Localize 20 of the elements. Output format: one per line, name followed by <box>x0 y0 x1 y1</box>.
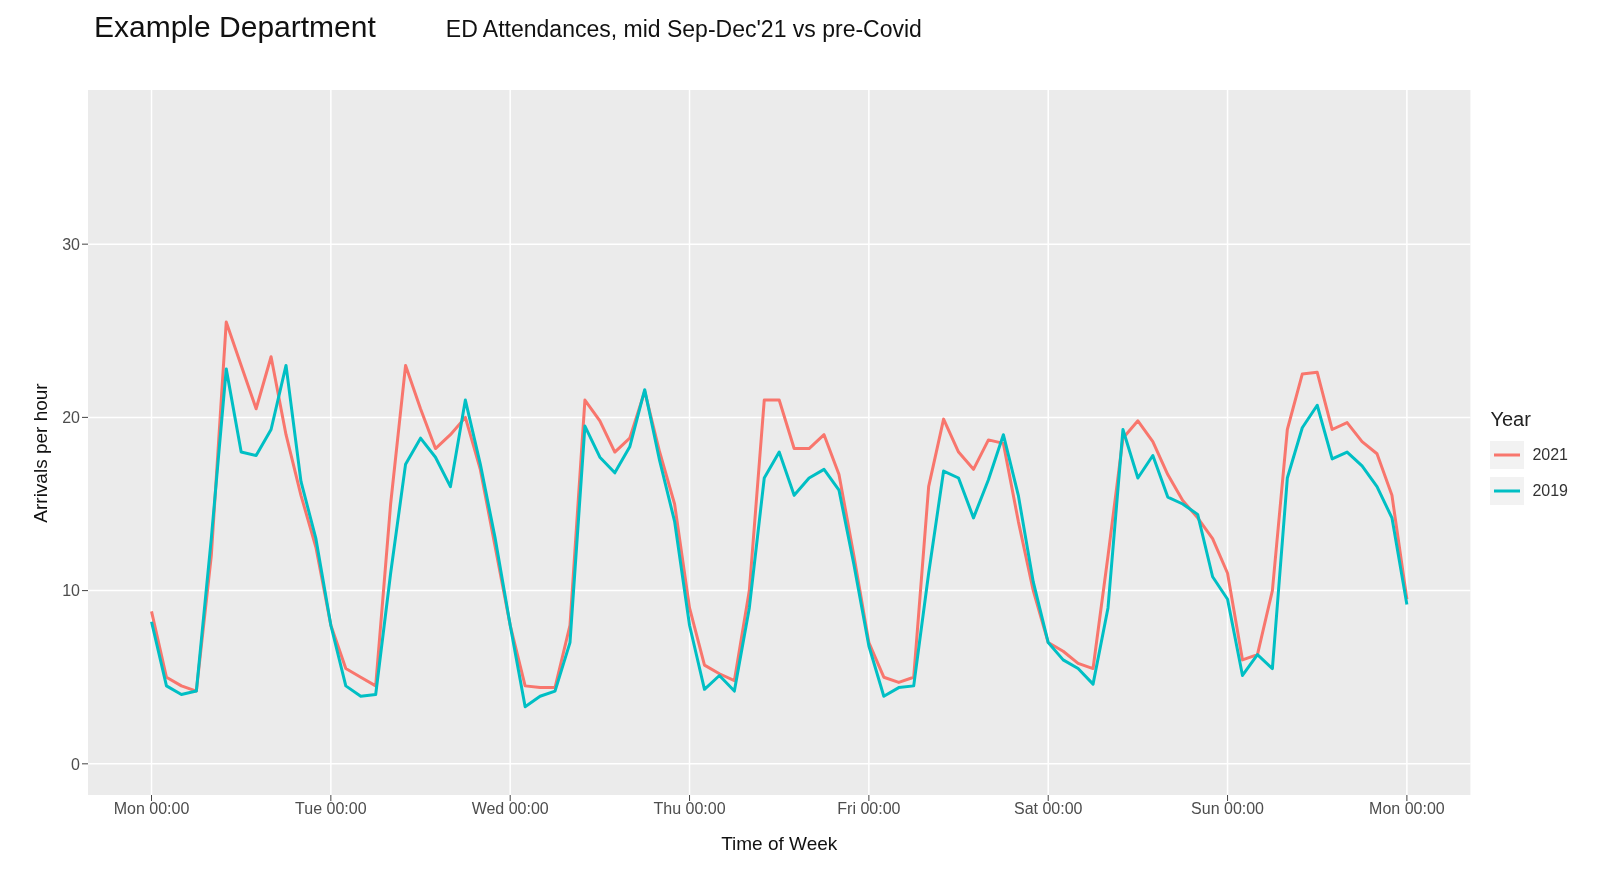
y-tick-label: 30 <box>62 235 81 253</box>
y-tick-label: 20 <box>62 409 81 427</box>
y-axis-title: Arrivals per hour <box>30 383 52 523</box>
x-tick-label: Mon 00:00 <box>113 800 190 818</box>
legend-label: 2019 <box>1532 481 1568 500</box>
x-tick-label: Tue 00:00 <box>295 800 367 818</box>
chart-subtitle: ED Attendances, mid Sep-Dec'21 vs pre-Covid <box>445 16 922 43</box>
line-series <box>150 363 1409 709</box>
x-axis-title: Time of Week <box>721 833 838 854</box>
chart-title: Example Department <box>94 10 376 44</box>
y-tick-label: 0 <box>71 755 81 773</box>
y-tick-label: 10 <box>62 582 81 600</box>
x-tick-label: Fri 00:00 <box>837 800 901 818</box>
x-tick-label: Mon 00:00 <box>1369 800 1445 818</box>
x-tick-label: Wed 00:00 <box>471 800 549 818</box>
legend-title: Year <box>1490 407 1532 431</box>
x-tick-label: Thu 00:00 <box>653 800 726 818</box>
x-tick-label: Sun 00:00 <box>1191 800 1265 818</box>
x-tick-label: Sat 00:00 <box>1013 800 1083 818</box>
legend-label: 2021 <box>1532 445 1568 464</box>
